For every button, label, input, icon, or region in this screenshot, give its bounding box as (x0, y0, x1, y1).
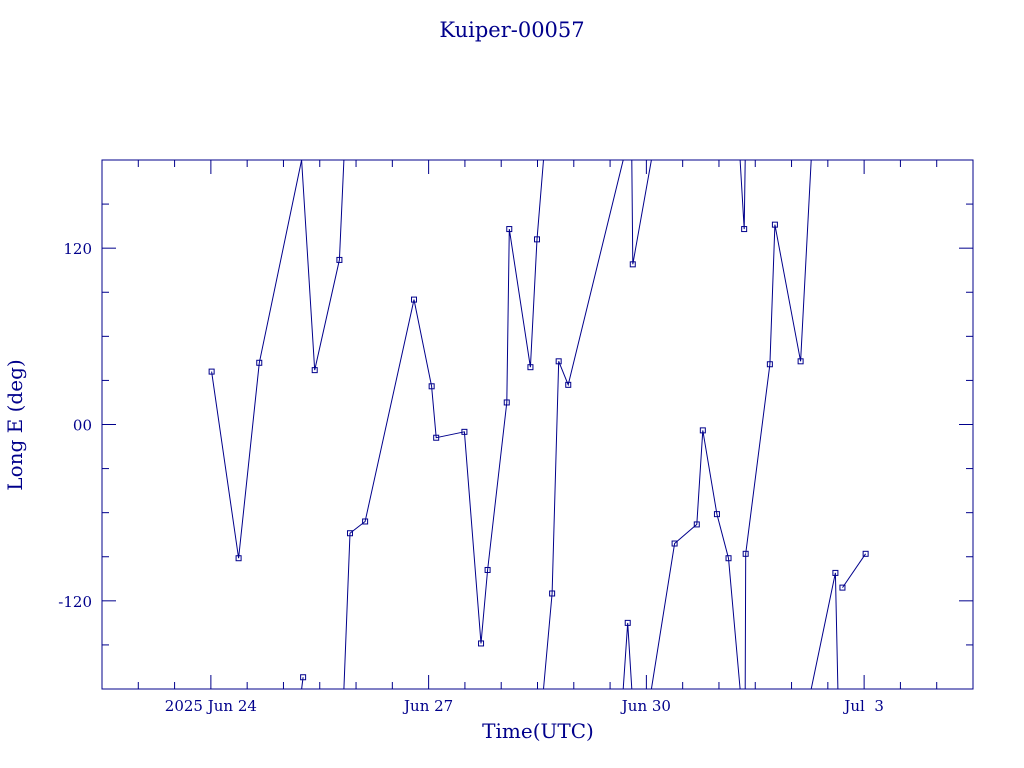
data-point (527, 364, 534, 371)
data-point (235, 555, 242, 562)
series-line (739, 159, 746, 230)
data-point (862, 550, 869, 557)
data-point (624, 619, 631, 626)
x-tick-label: Jun 30 (620, 697, 671, 715)
data-point (766, 361, 773, 368)
data-point (533, 236, 540, 243)
data-point (629, 261, 636, 268)
series-line (631, 159, 652, 265)
x-axis: 2025 Jun 24 Jun 27 Jun 30 Jul 3 (137, 160, 938, 715)
data-point (336, 256, 343, 263)
data-point (713, 511, 720, 518)
data-point (506, 226, 513, 233)
data-point (346, 530, 353, 537)
series-line (301, 159, 345, 371)
data-point (362, 518, 369, 525)
data-point (555, 358, 562, 365)
series-line (842, 553, 867, 588)
data-point (839, 584, 846, 591)
data-point (503, 399, 510, 406)
data-point (461, 428, 468, 435)
series-line (211, 159, 303, 559)
data-point (671, 540, 678, 547)
data-point (300, 674, 307, 681)
series-line (543, 159, 624, 690)
data-point (411, 296, 418, 303)
series-line (650, 430, 741, 690)
data-point (311, 367, 318, 374)
data-point (693, 521, 700, 528)
data-point (484, 566, 491, 573)
x-tick-label: Jun 27 (402, 697, 453, 715)
data-point (433, 434, 440, 441)
data-point (771, 221, 778, 228)
y-axis-label: Long E (deg) (3, 359, 27, 490)
x-axis-label: Time(UTC) (482, 719, 594, 743)
y-tick-label: -120 (58, 593, 92, 611)
x-tick-label: Jul 3 (842, 697, 884, 715)
data-point (742, 550, 749, 557)
series-line (301, 677, 304, 690)
data-point (256, 359, 263, 366)
y-tick-label: 00 (73, 417, 92, 435)
data-point (208, 368, 215, 375)
plot-points (208, 221, 869, 681)
data-point (832, 569, 839, 576)
data-point (725, 555, 732, 562)
data-point (699, 427, 706, 434)
series-line (810, 572, 839, 690)
x-tick-label: 2025 Jun 24 (165, 697, 257, 715)
series-line (343, 159, 544, 690)
data-point (741, 226, 748, 233)
y-tick-label: 120 (63, 240, 92, 258)
data-point (797, 358, 804, 365)
data-point (428, 383, 435, 390)
plot-lines (211, 159, 867, 690)
chart-title: Kuiper-00057 (439, 18, 584, 42)
data-point (549, 590, 556, 597)
data-point (478, 640, 485, 647)
series-line (622, 622, 633, 690)
series-line (744, 159, 812, 690)
y-axis: 120 00 -120 (58, 203, 973, 646)
data-point (565, 381, 572, 388)
